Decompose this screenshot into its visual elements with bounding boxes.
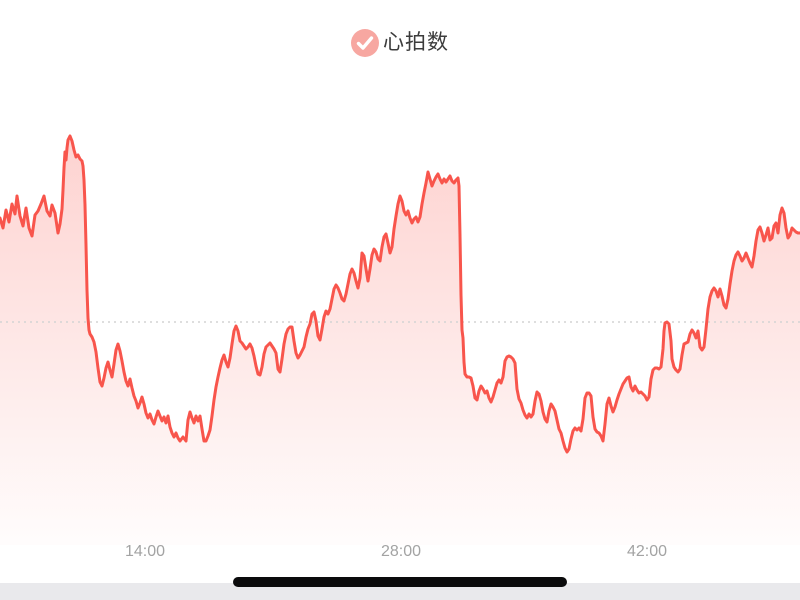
checkmark-icon	[351, 29, 379, 57]
x-tick-label: 14:00	[124, 543, 166, 560]
home-indicator[interactable]	[233, 577, 567, 587]
legend-heart-rate-toggle[interactable]: 心拍数	[0, 29, 800, 57]
x-tick-label: 42:00	[626, 543, 668, 560]
chart-area-fill	[0, 136, 800, 545]
legend-label: 心拍数	[383, 31, 449, 54]
x-tick-label: 28:00	[380, 543, 422, 560]
bottom-safe-area	[0, 583, 800, 600]
heart-rate-line	[0, 134, 800, 454]
